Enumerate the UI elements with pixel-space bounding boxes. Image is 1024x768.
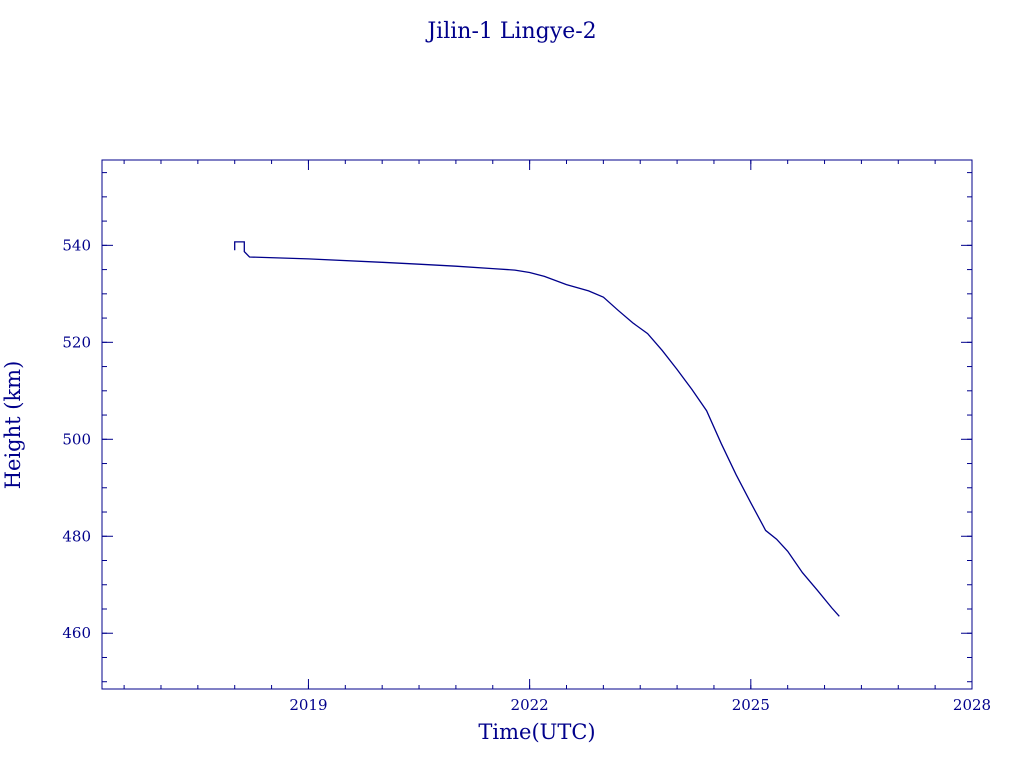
x-tick-label: 2025 <box>732 696 770 714</box>
y-tick-label: 540 <box>62 236 91 254</box>
x-tick-label: 2028 <box>953 696 991 714</box>
chart-title: Jilin-1 Lingye-2 <box>425 19 596 44</box>
axis-ticks <box>102 160 973 689</box>
x-tick-label: 2019 <box>289 696 327 714</box>
y-axis-label: Height (km) <box>1 361 25 490</box>
x-tick-label: 2022 <box>511 696 549 714</box>
y-tick-label: 460 <box>62 624 91 642</box>
tick-labels: 2019 2022 2025 2028 460 480 500 520 540 <box>62 236 991 714</box>
plot-frame <box>101 159 973 690</box>
x-axis-label: Time(UTC) <box>478 720 595 744</box>
series-line <box>234 241 840 617</box>
y-tick-label: 520 <box>62 333 91 351</box>
y-tick-label: 500 <box>62 430 91 448</box>
y-tick-label: 480 <box>62 527 91 545</box>
